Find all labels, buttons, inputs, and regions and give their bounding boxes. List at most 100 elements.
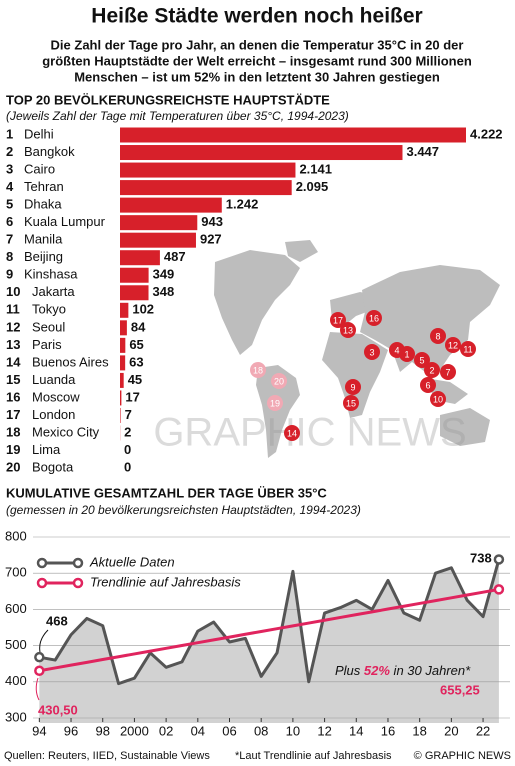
bar — [120, 390, 122, 406]
y-tick-label: 800 — [5, 528, 27, 543]
x-tick-label: 02 — [159, 723, 173, 738]
city-marker: 17 — [330, 312, 346, 328]
city-label: Tokyo — [32, 302, 66, 317]
y-tick-label: 500 — [5, 637, 27, 652]
city-label: Lima — [32, 442, 61, 457]
city-marker: 10 — [430, 391, 446, 407]
x-tick-label: 08 — [254, 723, 268, 738]
y-tick-label: 400 — [5, 673, 27, 688]
marker-dot — [414, 352, 430, 368]
value-label: 63 — [129, 354, 143, 369]
line-series — [39, 587, 500, 673]
marker-label: 9 — [350, 382, 355, 392]
page-subtitle: Die Zahl der Tage pro Jahr, an denen die… — [51, 37, 464, 52]
value-label: 2.141 — [299, 161, 332, 176]
annotation-part: in 30 Jahren* — [390, 663, 471, 678]
x-tick-label: 14 — [349, 723, 363, 738]
city-label: London — [32, 407, 75, 422]
marker-label: 10 — [433, 394, 443, 404]
value-label: 102 — [132, 302, 154, 317]
value-label: 487 — [164, 249, 186, 264]
marker-dot — [424, 362, 440, 378]
value-label: 943 — [201, 214, 223, 229]
rank: 7 — [6, 232, 13, 247]
value-label: 3.447 — [406, 144, 439, 159]
marker-label: 8 — [435, 331, 440, 341]
bar-title: TOP 20 BEVÖLKERUNGSREICHSTE HAUPTSTÄDTE — [6, 92, 330, 107]
marker-label: 7 — [445, 367, 450, 377]
rank: 6 — [6, 214, 13, 229]
value-label: 349 — [153, 267, 175, 282]
marker-label: 17 — [333, 315, 343, 325]
rank: 2 — [6, 144, 13, 159]
rank: 5 — [6, 197, 13, 212]
city-marker: 18 — [250, 362, 266, 378]
legend-dot — [36, 577, 48, 589]
rank: 4 — [6, 179, 14, 194]
x-tick-label: 2000 — [120, 723, 149, 738]
legend-dot — [36, 557, 48, 569]
marker-dot — [389, 342, 405, 358]
value-label: 4.222 — [470, 126, 503, 141]
rank: 8 — [6, 249, 13, 264]
bar — [120, 355, 126, 371]
arrow — [39, 629, 49, 653]
bar — [120, 337, 126, 353]
arrow — [35, 677, 40, 701]
value-label: 2.095 — [296, 179, 329, 194]
marker-label: 16 — [369, 313, 379, 323]
city-marker: 15 — [343, 395, 359, 411]
bar — [120, 372, 124, 388]
city-marker: 5 — [414, 352, 430, 368]
city-label: Moscow — [32, 389, 80, 404]
x-tick-label: 04 — [191, 723, 205, 738]
city-label: Delhi — [24, 126, 54, 141]
x-tick-label: 98 — [95, 723, 109, 738]
city-label: Dhaka — [24, 197, 62, 212]
annotation: Plus 52% in 30 Jahren* — [335, 663, 471, 678]
bar — [120, 250, 160, 266]
city-label: Bangkok — [24, 144, 75, 159]
rank: 18 — [6, 424, 20, 439]
marker-dot — [366, 310, 382, 326]
rank: 11 — [6, 302, 20, 317]
end-point — [493, 584, 505, 595]
y-tick-label: 700 — [5, 565, 27, 580]
marker-dot — [343, 395, 359, 411]
rank: 19 — [6, 442, 20, 457]
marker-label: 20 — [274, 376, 284, 386]
rank: 16 — [6, 389, 20, 404]
city-label: Seoul — [32, 319, 65, 334]
value-label: 430,50 — [38, 702, 78, 717]
marker-dot — [430, 391, 446, 407]
legend-dot — [72, 577, 84, 589]
value-label: 17 — [125, 389, 139, 404]
marker-dot — [440, 364, 456, 380]
source: Quellen: Reuters, IIED, Sustainable View… — [4, 750, 210, 762]
bar — [120, 302, 129, 318]
rank: 15 — [6, 372, 20, 387]
marker-dot — [364, 344, 380, 360]
watermark: GRAPHIC NEWS — [153, 411, 466, 455]
marker-dot — [340, 322, 356, 338]
marker-label: 2 — [429, 365, 434, 375]
bar — [120, 162, 296, 178]
annotation-part: Plus — [335, 663, 364, 678]
page-subtitle: größten Hauptstädte der Welt erreicht – … — [42, 53, 472, 68]
legend-label: Trendlinie auf Jahresbasis — [90, 574, 241, 589]
end-point — [34, 665, 45, 677]
marker-dot — [345, 379, 361, 395]
x-tick-label: 18 — [412, 723, 426, 738]
rank: 12 — [6, 319, 20, 334]
value-label: 45 — [128, 372, 142, 387]
page-subtitle: Menschen – ist um 52% in den letztent 30… — [74, 69, 440, 84]
bar — [120, 197, 222, 213]
value-label: 0 — [124, 460, 131, 475]
marker-label: 14 — [287, 428, 297, 438]
marker-dot — [267, 395, 283, 411]
marker-label: 1 — [404, 349, 409, 359]
page-title: Heiße Städte werden noch heißer — [91, 5, 422, 28]
value-label: 84 — [131, 319, 146, 334]
marker-dot — [430, 328, 446, 344]
x-tick-label: 96 — [64, 723, 78, 738]
